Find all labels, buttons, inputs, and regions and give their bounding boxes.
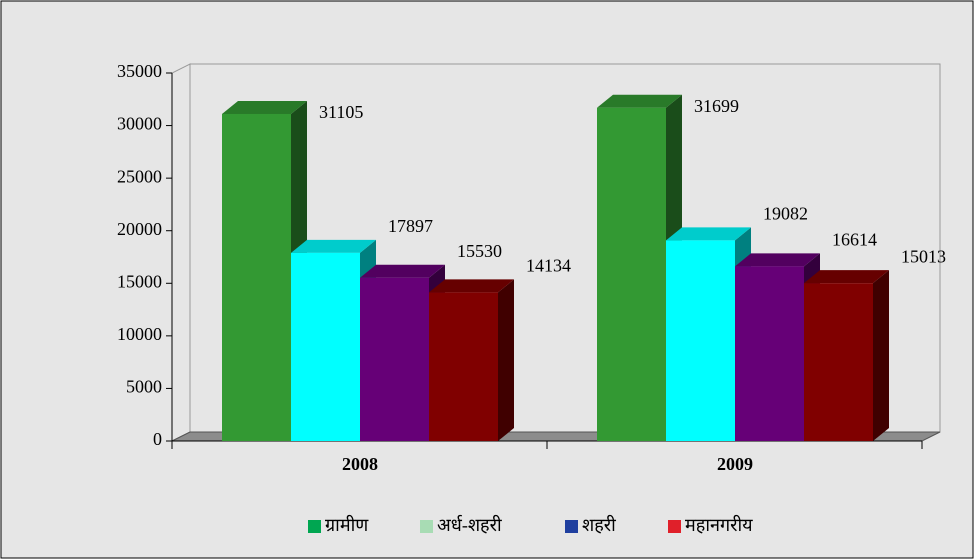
bar-top (222, 100, 307, 114)
y-tick-label: 20000 (117, 219, 162, 239)
bar (666, 240, 735, 441)
bar (804, 283, 873, 441)
y-tick-label: 30000 (117, 114, 162, 134)
bar-side (873, 270, 889, 441)
value-label: 31699 (694, 96, 739, 116)
legend-swatch (420, 520, 433, 533)
legend-swatch (565, 520, 578, 533)
y-tick-label: 15000 (117, 271, 162, 291)
bar (735, 266, 804, 441)
bar-top (735, 253, 820, 267)
legend-label: शहरी (582, 514, 616, 535)
bar-top (804, 270, 889, 284)
x-tick-label: 2008 (342, 454, 378, 474)
y-tick-label: 5000 (126, 377, 162, 397)
bar (360, 277, 429, 441)
bar-top (597, 94, 682, 108)
value-label: 19082 (763, 203, 808, 223)
bar-top (360, 264, 445, 278)
y-tick-label: 0 (153, 429, 162, 449)
value-label: 16614 (832, 229, 877, 249)
bar (222, 113, 291, 442)
bar (429, 292, 498, 441)
bar-top (291, 239, 376, 253)
legend-label: महानगरीय (685, 514, 753, 535)
legend-label: अर्ध-शहरी (437, 514, 502, 535)
y-tick-label: 35000 (117, 61, 162, 81)
value-label: 15530 (457, 241, 502, 261)
bar (597, 107, 666, 442)
value-label: 15013 (901, 246, 946, 266)
value-label: 14134 (526, 256, 571, 276)
y-tick-label: 25000 (117, 166, 162, 186)
bar-top (666, 227, 751, 241)
x-tick-label: 2009 (717, 454, 753, 474)
bar (291, 252, 360, 441)
bar-side (498, 279, 514, 441)
side-wall (171, 63, 191, 442)
value-label: 31105 (319, 102, 363, 122)
legend-swatch (308, 520, 321, 533)
y-tick-label: 10000 (117, 324, 162, 344)
legend-swatch (668, 520, 681, 533)
bar-top (429, 279, 514, 293)
value-label: 17897 (388, 216, 433, 236)
legend-label: ग्रामीण (325, 514, 369, 535)
